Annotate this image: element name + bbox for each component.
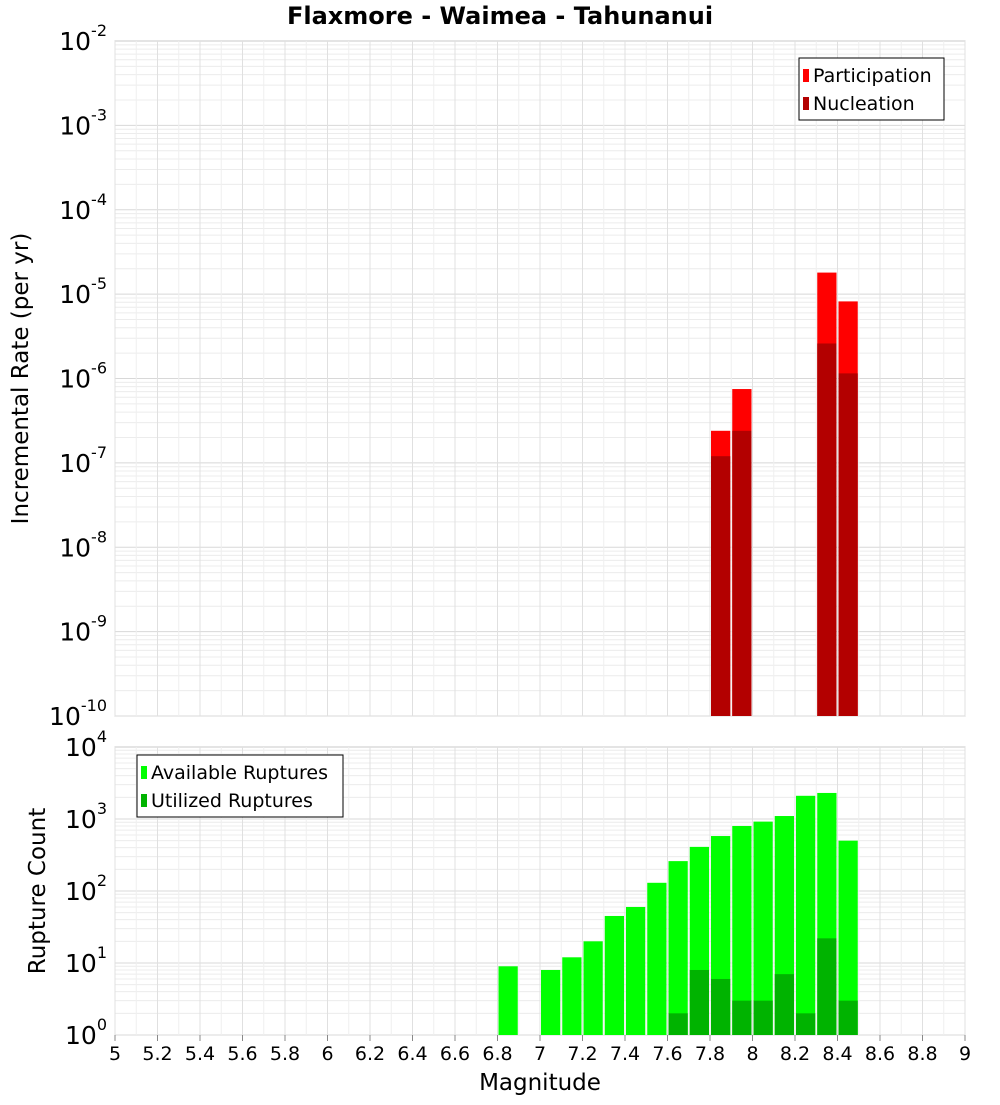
bar [604, 915, 624, 1035]
top-plot-incremental-rate: 10-10 10-9 10-8 10-7 10-6 10-5 10-4 10-3 10-2 Inc… [8, 21, 966, 731]
x-tick-label: 6 [321, 1043, 333, 1065]
y-tick-label: 10-3 [59, 105, 107, 140]
x-tick-label: 5 [109, 1043, 121, 1065]
x-tick-label: 6.4 [397, 1043, 427, 1065]
bar [689, 969, 709, 1035]
y-tick-labels: 100 101 102 103 104 [65, 727, 107, 1050]
y-tick-label: 104 [65, 727, 107, 762]
x-tick-label: 7 [534, 1043, 546, 1065]
bar [732, 825, 752, 1035]
y-tick-label: 10-7 [59, 443, 107, 478]
x-axis-label: Magnitude [479, 1070, 601, 1096]
x-tick-label: 8.6 [865, 1043, 895, 1065]
x-tick-label: 8.2 [780, 1043, 810, 1065]
grid [114, 41, 966, 717]
x-tick-label: 6.6 [440, 1043, 470, 1065]
bar [711, 456, 731, 716]
bar [626, 906, 646, 1035]
y-tick-label: 10-8 [59, 527, 107, 562]
legend-entry: Utilized Ruptures [151, 790, 313, 812]
legend-box [136, 754, 344, 818]
y-tick-label: 10-9 [59, 612, 107, 647]
x-tick-label: 6.8 [482, 1043, 512, 1065]
legend-swatch [141, 794, 147, 807]
x-tick-label: 7.2 [567, 1043, 597, 1065]
x-tick-label: 5.8 [270, 1043, 300, 1065]
x-tick-label: 8.4 [822, 1043, 852, 1065]
x-tick-label: 5.6 [227, 1043, 257, 1065]
x-tick-label: 8.8 [907, 1043, 937, 1065]
series-nucleation [711, 343, 858, 716]
bar [668, 861, 688, 1035]
bar [838, 840, 858, 1035]
y-axis-label: Incremental Rate (per yr) [8, 233, 34, 525]
y-tick-label: 10-5 [59, 274, 107, 309]
bar [541, 969, 561, 1035]
bar [498, 966, 518, 1035]
chart-title: Flaxmore - Waimea - Tahunanui [287, 2, 713, 30]
legend-entry: Participation [813, 65, 932, 87]
bottom-plot-rupture-count: 100 101 102 103 104 Rupture Count Available Ru… [25, 727, 966, 1050]
x-axis: 5 5.2 5.4 5.6 5.8 6 6.2 6.4 6.6 6.8 7 7.2 7.4 7.6 7.8 8… [109, 1035, 971, 1065]
x-tick-label: 5.2 [142, 1043, 172, 1065]
legend-swatch [803, 97, 809, 110]
y-tick-label: 10-10 [49, 696, 107, 731]
y-tick-label: 100 [65, 1015, 107, 1050]
x-tick-label: 6.2 [355, 1043, 385, 1065]
y-tick-labels: 10-10 10-9 10-8 10-7 10-6 10-5 10-4 10-3 10-2 [49, 21, 107, 731]
bar [796, 795, 816, 1035]
legend-swatch [141, 766, 147, 779]
legend-box [798, 57, 945, 121]
bar [796, 1013, 816, 1035]
series-utilized-ruptures [668, 938, 858, 1035]
x-tick-label: 7.6 [652, 1043, 682, 1065]
bar [838, 1000, 858, 1035]
y-tick-label: 10-6 [59, 359, 107, 394]
legend: Participation Nucleation [798, 57, 945, 121]
x-tick-label: 9 [959, 1043, 971, 1065]
bar [668, 1013, 688, 1035]
x-tick-label: 8 [746, 1043, 758, 1065]
y-axis-label: Rupture Count [25, 808, 51, 974]
y-tick-label: 103 [65, 799, 107, 834]
x-tick-label: 7.4 [610, 1043, 640, 1065]
bar [583, 941, 603, 1035]
bar [732, 1000, 752, 1035]
bar [732, 430, 752, 716]
bar [711, 978, 731, 1035]
bar [562, 957, 582, 1035]
bar [753, 1000, 773, 1035]
bar [647, 882, 667, 1035]
bar [817, 343, 837, 716]
legend-entry: Nucleation [813, 93, 915, 115]
legend-swatch [803, 69, 809, 82]
y-tick-label: 10-4 [59, 190, 107, 225]
x-tick-label: 5.4 [185, 1043, 215, 1065]
y-tick-label: 10-2 [59, 21, 107, 56]
bar [774, 974, 794, 1035]
bar [817, 938, 837, 1035]
legend: Available Ruptures Utilized Ruptures [136, 754, 344, 818]
bar [753, 821, 773, 1035]
y-tick-label: 102 [65, 871, 107, 906]
x-tick-label: 7.8 [695, 1043, 725, 1065]
bar [838, 373, 858, 716]
legend-entry: Available Ruptures [151, 762, 328, 784]
y-tick-label: 101 [65, 943, 107, 978]
